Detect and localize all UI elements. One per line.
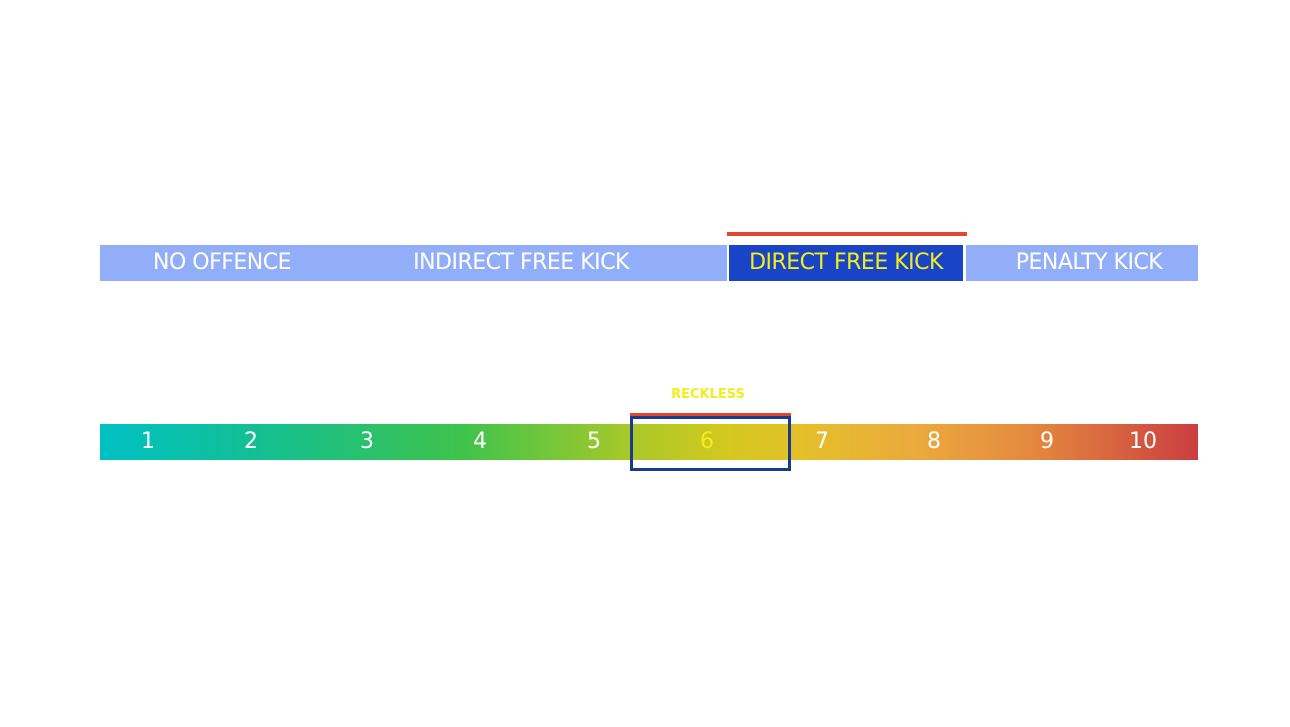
scale-number: 9 bbox=[1040, 429, 1054, 454]
active-marker bbox=[727, 232, 967, 236]
highlight-label: RECKLESS bbox=[671, 387, 745, 402]
scale-number: 1 bbox=[141, 429, 155, 454]
scale-bar bbox=[100, 424, 1198, 460]
sanction-band bbox=[966, 245, 1198, 281]
scale-number: 10 bbox=[1129, 429, 1157, 454]
scale-highlight bbox=[630, 416, 791, 471]
sanction-band bbox=[100, 245, 727, 281]
scale-number: 5 bbox=[587, 429, 601, 454]
scale-marker bbox=[630, 413, 791, 416]
scale-number: 7 bbox=[815, 429, 829, 454]
sanction-band-active bbox=[729, 245, 963, 281]
sanction-label: INDIRECT FREE KICK bbox=[413, 250, 629, 275]
scale-number: 3 bbox=[360, 429, 374, 454]
sanction-label: NO OFFENCE bbox=[152, 250, 292, 275]
sanction-label: PENALTY KICK bbox=[1015, 250, 1163, 275]
scale-number: 8 bbox=[927, 429, 941, 454]
scale-number: 2 bbox=[244, 429, 258, 454]
scale-number: 6 bbox=[700, 429, 714, 454]
sanction-label: DIRECT FREE KICK bbox=[749, 250, 943, 275]
scale-number: 4 bbox=[473, 429, 487, 454]
